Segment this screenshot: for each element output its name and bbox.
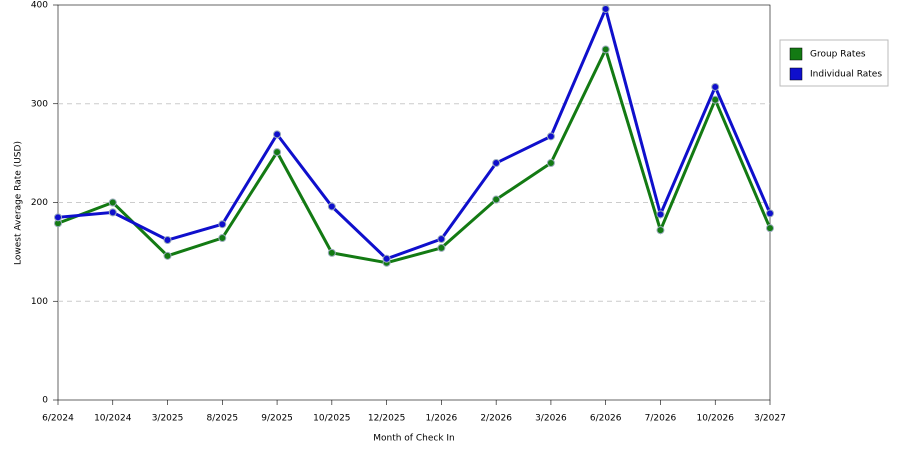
x-tick-label: 10/2026 <box>697 414 735 424</box>
legend-label: Individual Rates <box>810 70 882 80</box>
point <box>163 236 172 245</box>
x-axis-label: Month of Check In <box>373 434 455 444</box>
series-line <box>57 4 772 261</box>
point <box>766 224 774 233</box>
point <box>601 4 610 13</box>
y-tick-label: 0 <box>42 396 48 406</box>
point <box>711 95 720 104</box>
x-tick-label: 3/2025 <box>152 414 184 424</box>
point <box>492 195 501 204</box>
point <box>711 82 720 91</box>
point <box>437 235 446 244</box>
x-tick-label: 10/2025 <box>313 414 350 424</box>
point <box>382 254 391 263</box>
y-tick-label: 400 <box>31 1 48 11</box>
point <box>656 210 665 219</box>
y-tick-label: 300 <box>31 99 48 109</box>
x-tick-label: 6/2026 <box>590 414 622 424</box>
y-tick-label: 200 <box>31 198 48 208</box>
x-tick-label: 8/2025 <box>206 414 238 424</box>
series-line <box>57 45 772 265</box>
point <box>54 213 62 222</box>
x-tick-label: 2/2026 <box>480 414 512 424</box>
point <box>546 159 555 167</box>
x-tick-label: 3/2026 <box>535 414 567 424</box>
point <box>492 159 501 167</box>
x-tick-label: 6/2024 <box>42 414 74 424</box>
x-tick-label: 3/2027 <box>754 414 786 424</box>
legend-swatch <box>789 47 803 61</box>
x-tick-label: 9/2025 <box>261 414 293 424</box>
y-tick-label: 100 <box>31 297 48 307</box>
x-tick-label: 12/2025 <box>368 414 405 424</box>
point <box>108 198 117 207</box>
point <box>656 226 665 235</box>
point <box>273 130 282 139</box>
point <box>163 251 172 260</box>
point <box>546 132 555 141</box>
x-tick-label: 7/2026 <box>645 414 677 424</box>
point <box>327 248 336 257</box>
x-tick-label: 1/2026 <box>426 414 458 424</box>
point <box>218 220 227 229</box>
y-axis-label: Lowest Average Rate (USD) <box>14 141 24 265</box>
point <box>218 234 227 243</box>
point <box>437 243 446 252</box>
point <box>108 208 117 217</box>
legend-label: Group Rates <box>810 50 866 60</box>
legend-swatch <box>789 67 803 81</box>
point <box>601 45 610 54</box>
point <box>273 148 282 157</box>
point <box>327 202 336 211</box>
x-tick-label: 10/2024 <box>94 414 132 424</box>
point <box>766 209 774 218</box>
